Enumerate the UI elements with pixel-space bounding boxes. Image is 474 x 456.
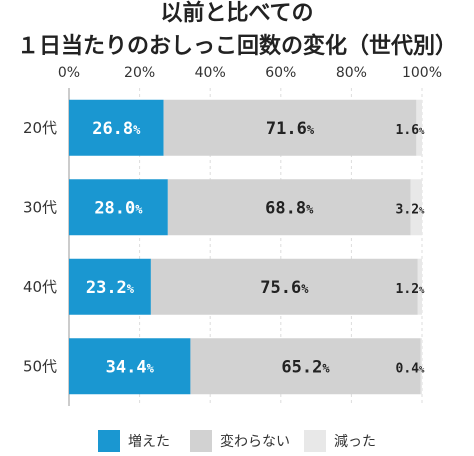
- bar-segment: [150, 258, 418, 315]
- category-label: 20代: [23, 119, 57, 137]
- bar-segment: [69, 99, 164, 156]
- legend-label: 増えた: [128, 434, 170, 450]
- x-tick-label: 40%: [195, 65, 226, 81]
- legend-label: 減った: [334, 433, 376, 450]
- data-label: 28.0%: [94, 198, 143, 218]
- x-tick-label: 20%: [124, 65, 155, 81]
- bar-segment: [163, 99, 417, 156]
- chart-title-line-1: 以前と比べての: [160, 0, 313, 26]
- x-tick-label: 60%: [265, 65, 296, 81]
- bar-segment: [416, 99, 422, 156]
- data-label: 26.8%: [92, 119, 141, 139]
- bar-segment: [410, 179, 422, 236]
- legend-swatch: [304, 430, 326, 452]
- data-label: 3.2%: [396, 202, 425, 217]
- legend-swatch: [190, 430, 212, 452]
- category-label: 50代: [23, 357, 57, 375]
- bar-segment: [69, 338, 191, 395]
- bar-segment: [417, 258, 422, 315]
- category-label: 40代: [23, 278, 57, 296]
- data-label: 71.6%: [266, 119, 315, 139]
- bar-segment: [69, 258, 151, 315]
- bars: 26.8% 71.6% 1.6% 28.0% 68.8% 3.2% 23.2% 75.6% 1.…: [69, 99, 425, 395]
- bar-segment: [167, 179, 411, 236]
- category-label: 30代: [23, 198, 57, 216]
- x-tick-label: 0%: [58, 65, 80, 81]
- data-label: 34.4%: [106, 357, 155, 377]
- x-tick-label: 80%: [336, 65, 367, 81]
- data-label: 23.2%: [86, 278, 135, 298]
- chart-title-line-2: １日当たりのおしっこ回数の変化（世代別）: [17, 33, 457, 59]
- bar-segment: [69, 179, 168, 236]
- x-axis-ticks: 0% 20% 40% 60% 80% 100%: [58, 65, 442, 81]
- data-label: 1.2%: [396, 282, 425, 297]
- legend: 増えた 変わらない 減った: [98, 430, 376, 452]
- data-label: 1.6%: [396, 123, 425, 138]
- data-label: 0.4%: [396, 361, 425, 376]
- x-tick-label: 100%: [402, 65, 442, 81]
- data-label: 65.2%: [281, 357, 330, 377]
- bar-segment: [420, 338, 422, 395]
- bar-segment: [190, 338, 421, 395]
- legend-label: 変わらない: [220, 433, 290, 450]
- category-labels: 20代 30代 40代 50代: [23, 119, 57, 376]
- legend-swatch: [98, 430, 120, 452]
- data-label: 68.8%: [265, 198, 314, 218]
- data-label: 75.6%: [260, 278, 309, 298]
